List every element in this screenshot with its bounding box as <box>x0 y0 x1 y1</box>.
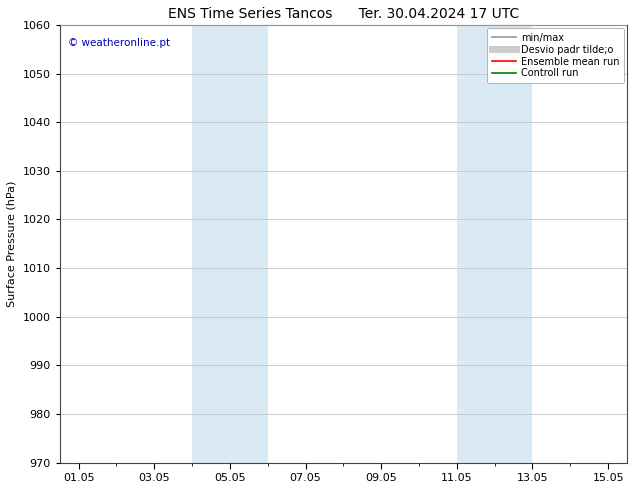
Bar <box>457 25 533 463</box>
Title: ENS Time Series Tancos      Ter. 30.04.2024 17 UTC: ENS Time Series Tancos Ter. 30.04.2024 1… <box>168 7 519 21</box>
Bar <box>192 25 268 463</box>
Text: © weatheronline.pt: © weatheronline.pt <box>68 38 171 48</box>
Y-axis label: Surface Pressure (hPa): Surface Pressure (hPa) <box>7 181 17 307</box>
Legend: min/max, Desvio padr tilde;o, Ensemble mean run, Controll run: min/max, Desvio padr tilde;o, Ensemble m… <box>487 28 624 83</box>
